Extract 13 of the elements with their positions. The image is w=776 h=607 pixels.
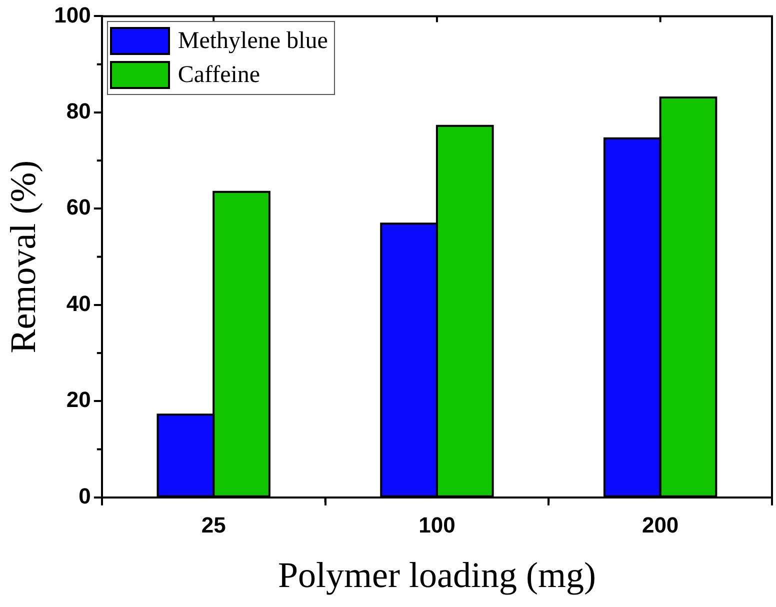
legend-label: Caffeine bbox=[178, 62, 260, 89]
y-axis-title: Removal (%) bbox=[3, 160, 44, 354]
legend-label: Methylene blue bbox=[178, 28, 328, 55]
x-tick-label: 25 bbox=[201, 512, 226, 538]
y-tick-label: 40 bbox=[66, 290, 91, 316]
x-tick-label: 200 bbox=[642, 512, 679, 538]
y-tick-label: 60 bbox=[66, 194, 91, 220]
y-tick-label: 80 bbox=[66, 98, 91, 124]
x-axis-title: Polymer loading (mg) bbox=[278, 554, 596, 595]
y-tick-label: 20 bbox=[66, 387, 91, 412]
y-tick-label: 100 bbox=[54, 2, 91, 28]
y-tick-label: 0 bbox=[78, 483, 91, 508]
x-tick-label: 100 bbox=[418, 512, 456, 538]
